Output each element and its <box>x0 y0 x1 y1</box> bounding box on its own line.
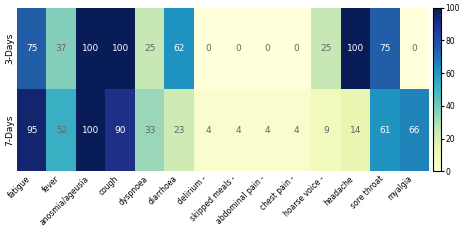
Text: 62: 62 <box>173 44 185 53</box>
Text: 100: 100 <box>82 126 99 135</box>
Text: 9: 9 <box>323 126 329 135</box>
Text: 14: 14 <box>350 126 361 135</box>
Text: 100: 100 <box>112 44 129 53</box>
Text: 25: 25 <box>144 44 156 53</box>
Text: 75: 75 <box>26 44 38 53</box>
Text: 61: 61 <box>379 126 390 135</box>
Text: 4: 4 <box>205 126 211 135</box>
Text: 100: 100 <box>82 44 99 53</box>
Text: 0: 0 <box>411 44 417 53</box>
Text: 100: 100 <box>347 44 364 53</box>
Text: 75: 75 <box>379 44 390 53</box>
Text: 95: 95 <box>26 126 38 135</box>
Text: 23: 23 <box>173 126 185 135</box>
Text: 90: 90 <box>114 126 126 135</box>
Text: 0: 0 <box>205 44 212 53</box>
Text: 52: 52 <box>56 126 67 135</box>
Text: 4: 4 <box>294 126 299 135</box>
Text: 4: 4 <box>235 126 241 135</box>
Text: 0: 0 <box>235 44 241 53</box>
Text: 0: 0 <box>294 44 299 53</box>
Text: 0: 0 <box>264 44 270 53</box>
Text: 66: 66 <box>409 126 420 135</box>
Text: 25: 25 <box>320 44 332 53</box>
Text: 37: 37 <box>56 44 67 53</box>
Text: 4: 4 <box>264 126 270 135</box>
Text: 33: 33 <box>144 126 156 135</box>
